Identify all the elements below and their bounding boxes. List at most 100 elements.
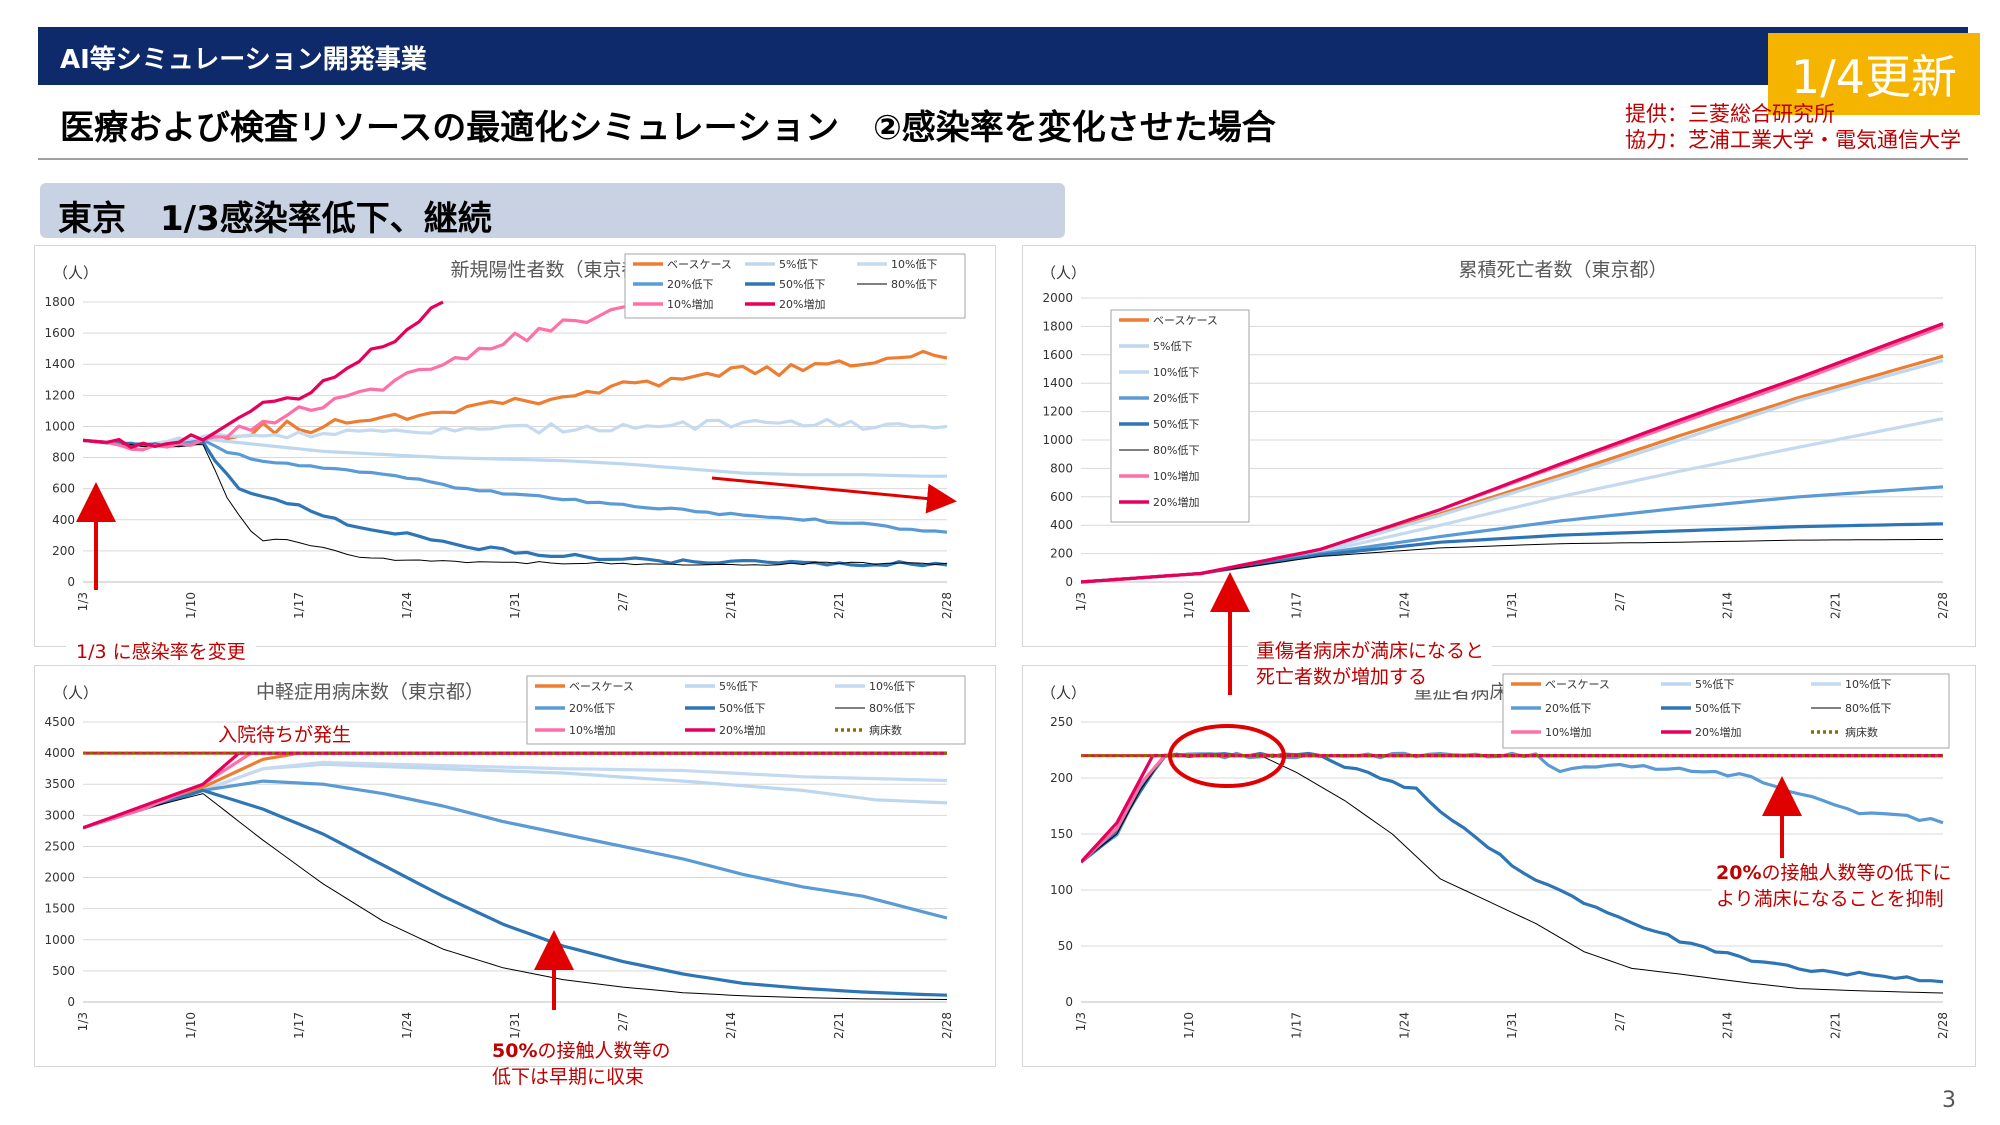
y-axis-unit: （人） (53, 684, 98, 702)
x-tick-label: 2/21 (832, 1012, 846, 1039)
x-tick-label: 1/17 (292, 592, 306, 619)
legend-label: 50%低下 (1153, 418, 1199, 431)
update-badge: 1/4更新 (1768, 33, 1980, 115)
legend-label: ベースケース (667, 258, 732, 271)
y-tick-label: 1800 (1042, 319, 1073, 333)
y-tick-label: 1800 (44, 295, 75, 309)
chart-cumulative-deaths: 累積死亡者数（東京都） （人） 0 200 400 600 800 1000 1200 1400 1… (1041, 259, 1950, 619)
x-tick-label: 2/7 (616, 1012, 630, 1031)
y-tick-label: 50 (1058, 939, 1073, 953)
y-tick-label: 150 (1050, 827, 1073, 841)
x-tick-label: 2/7 (1613, 1012, 1627, 1031)
x-tick-label: 2/21 (1828, 592, 1842, 619)
legend-box (526, 675, 966, 745)
x-tick-label: 2/14 (1721, 592, 1735, 619)
series-line (83, 437, 947, 478)
y-tick-label: 250 (1050, 715, 1073, 729)
series-line (83, 751, 947, 830)
y-tick-label: 4500 (44, 715, 75, 729)
x-tick-label: 2/28 (940, 1012, 954, 1039)
series-line (83, 793, 948, 1000)
legend-label: 20%低下 (1545, 702, 1591, 715)
x-tick-label: 2/7 (1613, 592, 1627, 611)
annotation-severe-full-line1: 重傷者病床が満床になると (1256, 640, 1485, 662)
y-tick-label: 1200 (44, 388, 75, 402)
x-tick-label: 1/3 (76, 1012, 90, 1031)
series-line (1081, 751, 1944, 984)
y-tick-label: 0 (1065, 575, 1073, 589)
x-tick-label: 1/24 (400, 592, 414, 619)
y-tick-label: 0 (67, 575, 75, 589)
series-line (1081, 753, 1943, 864)
x-tick-label: 2/28 (1936, 1012, 1950, 1039)
y-tick-label: 0 (1065, 995, 1073, 1009)
y-tick-label: 200 (52, 544, 75, 558)
legend-label: 20%増加 (779, 298, 825, 311)
annotation-twenty-percent: 20%の接触人数等の低下に より満床になることを抑制 (1712, 860, 1956, 912)
y-tick-label: 4000 (44, 746, 75, 760)
legend-label: 10%増加 (667, 298, 713, 311)
legend-label: 50%低下 (1695, 702, 1741, 715)
legend-label: 20%低下 (1153, 392, 1199, 405)
legend-label: 20%増加 (719, 724, 765, 737)
legend-label: 10%増加 (1545, 726, 1591, 739)
legend-label: 10%増加 (569, 724, 615, 737)
y-tick-label: 200 (1050, 771, 1073, 785)
chart-title: 新規陽性者数（東京都） (450, 259, 659, 281)
x-tick-label: 2/14 (724, 592, 738, 619)
y-tick-label: 2000 (1042, 291, 1073, 305)
y-tick-label: 2500 (44, 839, 75, 853)
legend-label: 病床数 (869, 723, 902, 737)
x-tick-label: 1/3 (1074, 592, 1088, 611)
x-tick-label: 1/24 (1397, 592, 1411, 619)
x-tick-label: 2/28 (1936, 592, 1950, 619)
legend-label: 20%増加 (1695, 726, 1741, 739)
subtitle-box: 東京 1/3感染率低下、継続 (40, 183, 1065, 239)
annotation-fifty-rest: の接触人数等の (537, 1040, 671, 1062)
legend-label: 80%低下 (891, 278, 937, 291)
x-tick-label: 1/10 (184, 1012, 198, 1039)
title-divider (38, 158, 1968, 160)
legend-label: 10%増加 (1153, 470, 1199, 483)
y-tick-label: 1200 (1042, 405, 1073, 419)
x-tick-label: 2/7 (616, 592, 630, 611)
series-line (1081, 322, 1944, 584)
y-tick-label: 1600 (44, 326, 75, 340)
page-number: 3 (1942, 1088, 1956, 1113)
series-line (83, 438, 948, 534)
y-tick-label: 1000 (44, 419, 75, 433)
y-tick-label: 1000 (44, 933, 75, 947)
banner-title: AI等シミュレーション開発事業 (60, 45, 427, 75)
x-tick-label: 1/17 (292, 1012, 306, 1039)
y-tick-label: 600 (1050, 490, 1073, 504)
x-tick-label: 2/14 (1721, 1012, 1735, 1039)
legend-label: ベースケース (569, 680, 634, 693)
arrow-decline-trend (711, 476, 957, 514)
y-tick-label: 3000 (44, 808, 75, 822)
panel-severe-beds: 重症者病床数（東京都）（人）0501001502002501/31/101/17… (1022, 665, 1976, 1067)
legend-label: 50%低下 (779, 278, 825, 291)
annotation-rate-change: 1/3 に感染率を変更 (66, 639, 256, 665)
legend-label: 80%低下 (1153, 444, 1199, 457)
annotation-twenty-rest: の接触人数等の低下に (1761, 862, 1952, 884)
x-tick-label: 1/24 (400, 1012, 414, 1039)
series-line (83, 439, 948, 566)
y-tick-label: 1400 (44, 357, 75, 371)
y-axis-unit: （人） (1041, 684, 1086, 702)
y-axis-unit: （人） (1041, 264, 1086, 282)
annotation-fifty-bold: 50% (492, 1040, 538, 1062)
x-tick-label: 1/31 (1505, 1012, 1519, 1039)
x-tick-label: 1/31 (1505, 592, 1519, 619)
x-tick-label: 1/24 (1397, 1012, 1411, 1039)
y-tick-label: 1000 (1042, 433, 1073, 447)
annotation-wait-admission: 入院待ちが発生 (218, 724, 352, 746)
credit-cooperation: 協力：芝浦工業大学・電気通信大学 (1625, 128, 1961, 152)
y-tick-label: 600 (52, 482, 75, 496)
legend-box (624, 253, 966, 319)
y-tick-label: 3500 (44, 777, 75, 791)
x-tick-label: 2/14 (724, 1012, 738, 1039)
x-tick-label: 1/3 (1074, 1012, 1088, 1031)
panel-mild-beds: 中軽症用病床数（東京都） （人） 0 500 1000 1500 2000 2500 3000 3… (34, 665, 996, 1067)
x-tick-label: 1/17 (1290, 1012, 1304, 1039)
